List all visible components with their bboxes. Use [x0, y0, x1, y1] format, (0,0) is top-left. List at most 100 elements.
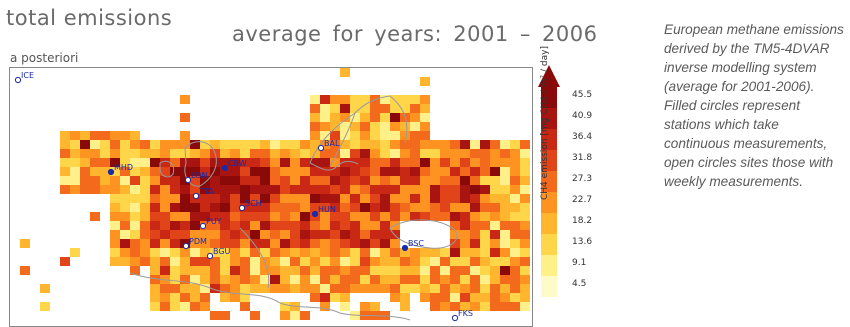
emission-cell: [480, 212, 490, 221]
emission-cell: [230, 266, 240, 275]
emission-cell: [390, 284, 400, 293]
emission-cell: [120, 149, 130, 158]
colorbar-step: [541, 234, 557, 255]
emission-cell: [260, 248, 270, 257]
station-marker: SCH: [238, 199, 262, 212]
emission-cell: [430, 284, 440, 293]
emission-cell: [110, 149, 120, 158]
emission-cell: [340, 122, 350, 131]
emission-cell: [80, 167, 90, 176]
emission-cell: [180, 203, 190, 212]
emission-cell: [220, 185, 230, 194]
emission-cell: [260, 284, 270, 293]
colorbar-steps: [541, 87, 557, 297]
emission-cell: [460, 212, 470, 221]
emission-cell: [360, 212, 370, 221]
emission-cell: [110, 194, 120, 203]
emission-cell: [180, 266, 190, 275]
emission-cell: [390, 140, 400, 149]
emission-cell: [480, 266, 490, 275]
emission-cell: [170, 239, 180, 248]
emission-cell: [450, 194, 460, 203]
emission-cell: [510, 149, 520, 158]
emission-cell: [420, 284, 430, 293]
emission-cell: [100, 176, 110, 185]
emission-cell: [490, 266, 500, 275]
emission-cell: [190, 257, 200, 266]
emission-cell: [300, 176, 310, 185]
emission-cell: [290, 176, 300, 185]
emission-cell: [180, 293, 190, 302]
emission-cell: [280, 203, 290, 212]
station-marker: FKS: [451, 309, 473, 322]
emission-cell: [380, 185, 390, 194]
emission-cell: [320, 212, 330, 221]
emission-cell: [420, 149, 430, 158]
emission-cell: [20, 266, 30, 275]
emission-cell: [290, 158, 300, 167]
emission-cell: [250, 203, 260, 212]
emission-cell: [330, 284, 340, 293]
emission-cell: [290, 212, 300, 221]
emission-cell: [310, 266, 320, 275]
emission-cell: [450, 176, 460, 185]
emission-cell: [450, 167, 460, 176]
emission-cell: [370, 230, 380, 239]
emission-cell: [450, 239, 460, 248]
emission-cell: [330, 248, 340, 257]
emission-cell: [290, 311, 300, 320]
emission-cell: [380, 104, 390, 113]
emission-cell: [210, 203, 220, 212]
emission-cell: [470, 239, 480, 248]
emission-cell: [70, 158, 80, 167]
emission-cell: [270, 140, 280, 149]
emission-cell: [520, 293, 530, 302]
emission-cell: [320, 257, 330, 266]
emission-cell: [410, 122, 420, 131]
emission-cell: [110, 212, 120, 221]
emission-cell: [200, 275, 210, 284]
station-marker: TTA: [192, 187, 214, 200]
emission-cell: [330, 104, 340, 113]
emission-cell: [420, 293, 430, 302]
emission-cell: [380, 122, 390, 131]
emission-cell: [500, 167, 510, 176]
emission-cell: [320, 239, 330, 248]
emission-cell: [500, 266, 510, 275]
station-marker: PDM: [182, 237, 207, 250]
emission-cell: [160, 221, 170, 230]
emission-cell: [400, 185, 410, 194]
emission-cell: [240, 221, 250, 230]
station-marker: MHD: [107, 163, 133, 176]
emission-cell: [190, 167, 200, 176]
emission-cell: [350, 95, 360, 104]
emission-cell: [300, 203, 310, 212]
emission-cell: [360, 194, 370, 203]
emission-cell: [490, 203, 500, 212]
emission-cell: [180, 257, 190, 266]
emission-cell: [350, 104, 360, 113]
emission-cell: [380, 311, 390, 320]
emission-cell: [190, 212, 200, 221]
emission-cell: [450, 212, 460, 221]
emission-cell: [190, 248, 200, 257]
emission-cell: [480, 203, 490, 212]
emission-cell: [240, 158, 250, 167]
station-label: CBW: [228, 159, 247, 168]
emission-cell: [440, 158, 450, 167]
emission-cell: [510, 203, 520, 212]
emission-cell: [330, 266, 340, 275]
emission-cell: [360, 266, 370, 275]
emission-cell: [330, 212, 340, 221]
emission-cell: [220, 275, 230, 284]
emission-cell: [240, 266, 250, 275]
emission-cell: [180, 185, 190, 194]
emission-cell: [170, 266, 180, 275]
station-label: PUY: [206, 217, 222, 226]
emission-cell: [510, 212, 520, 221]
emission-cell: [220, 149, 230, 158]
emission-cell: [100, 131, 110, 140]
emission-cell: [470, 257, 480, 266]
station-open-circle: [192, 192, 200, 200]
emission-cell: [350, 185, 360, 194]
